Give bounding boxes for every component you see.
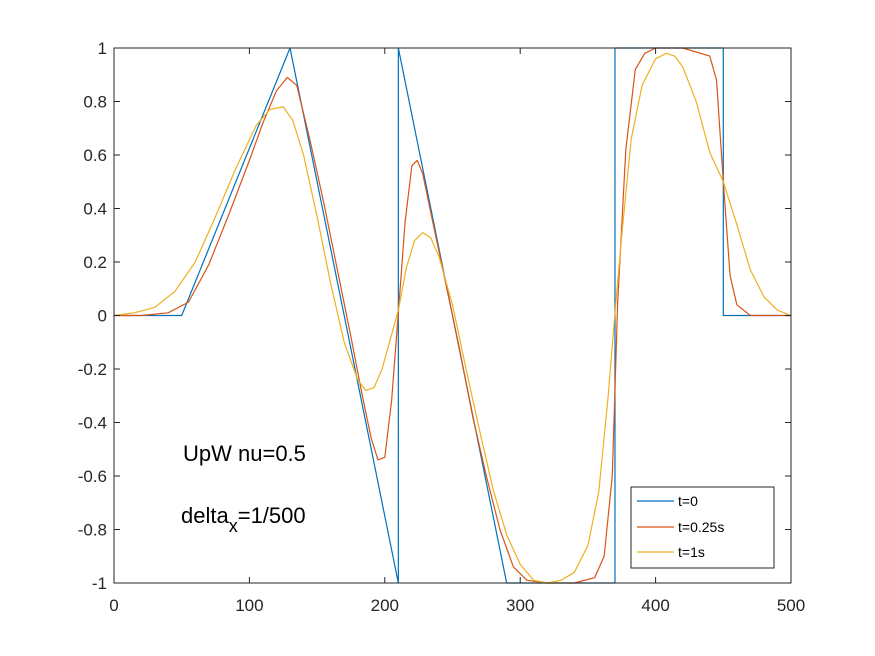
annotation-grid-spacing: deltax=1/500 — [181, 503, 306, 536]
y-tick-label: -0.4 — [78, 414, 107, 433]
legend: t=0 t=0.25s t=1s — [630, 486, 775, 569]
y-tick-label: 0.4 — [83, 200, 107, 219]
legend-label-t1: t=1s — [678, 544, 705, 560]
y-tick-label: -0.2 — [78, 360, 107, 379]
annotation-subscript: x — [229, 516, 238, 536]
y-tick-label: 0.8 — [83, 93, 107, 112]
annotation-ratio: =1/500 — [238, 503, 306, 528]
series-line-2 — [113, 52, 792, 584]
y-tick-label: -0.6 — [78, 467, 107, 486]
x-tick-label: 200 — [371, 596, 399, 615]
x-tick-label: 400 — [641, 596, 669, 615]
y-tick-label: 1 — [98, 39, 107, 58]
x-tick-label: 100 — [235, 596, 263, 615]
x-tick-label: 0 — [109, 596, 118, 615]
ticks-layer: 0 100 200 300 400 500 1 0.8 0.6 0.4 0.2 0 -0.2 -0.4 -0… — [78, 39, 805, 615]
y-tick-label: 0.2 — [83, 253, 107, 272]
x-tick-label: 300 — [506, 596, 534, 615]
y-tick-label: -1 — [92, 574, 107, 593]
y-tick-label: 0 — [98, 307, 107, 326]
x-tick-label: 500 — [777, 596, 805, 615]
y-tick-label: -0.8 — [78, 521, 107, 540]
legend-label-t0: t=0 — [678, 493, 698, 509]
legend-label-t025: t=0.25s — [678, 519, 724, 535]
annotation-delta: delta — [181, 503, 229, 528]
annotation-scheme: UpW nu=0.5 — [183, 441, 306, 466]
y-tick-label: 0.6 — [83, 146, 107, 165]
